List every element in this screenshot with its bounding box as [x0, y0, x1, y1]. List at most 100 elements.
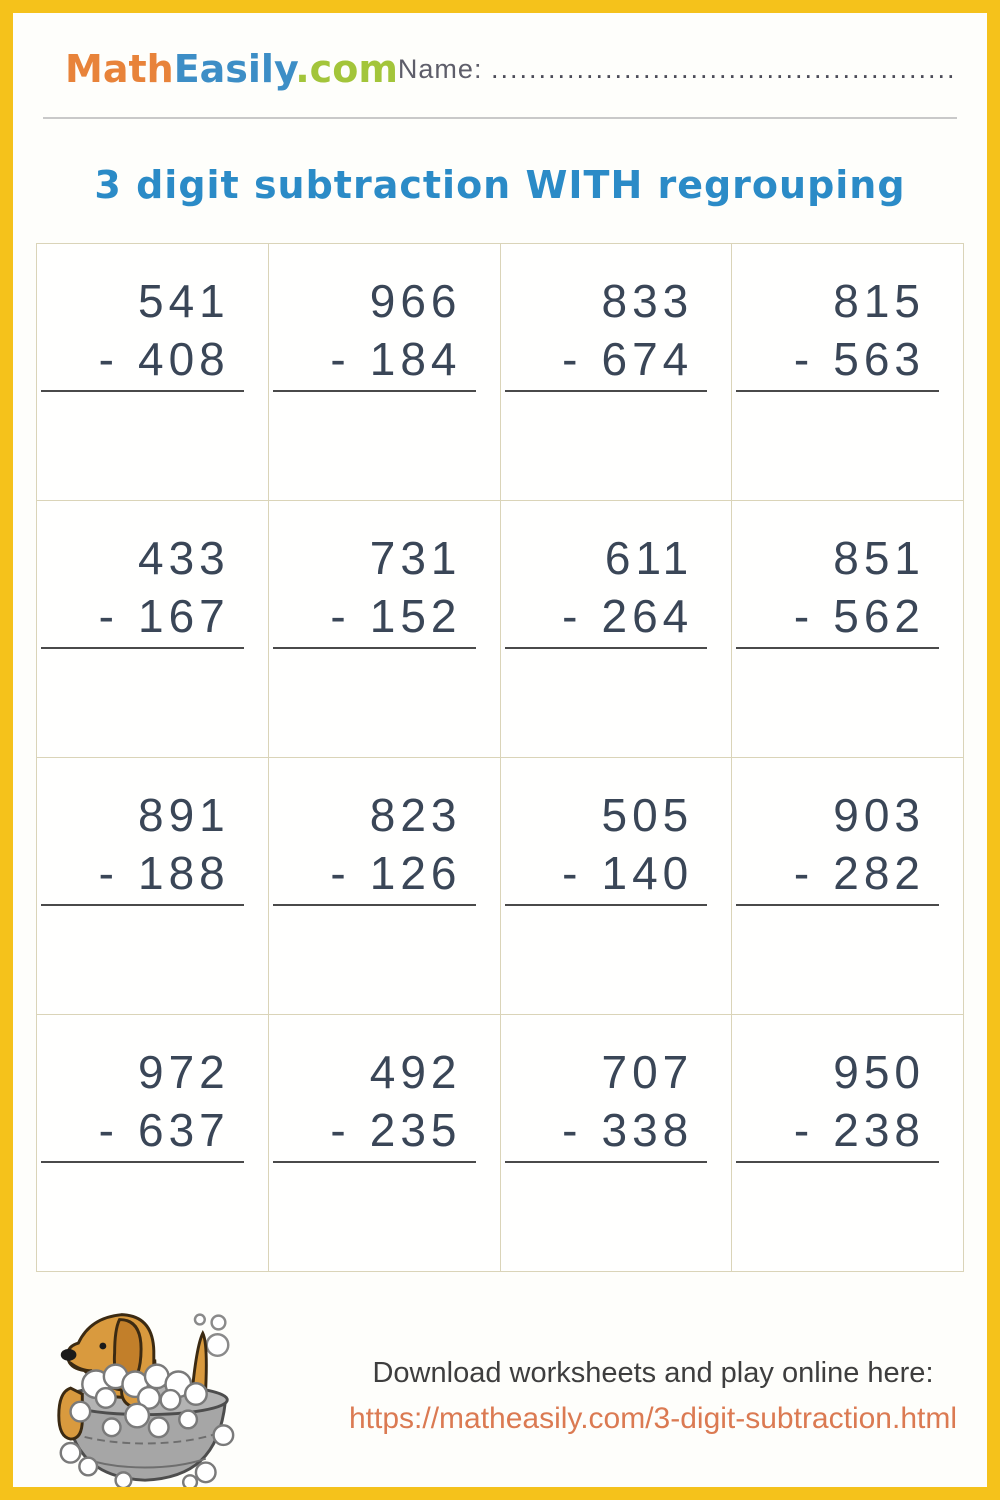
- subtrahend: 126: [369, 847, 462, 899]
- answer-blank-line[interactable]: [504, 904, 708, 906]
- minuend: 833: [601, 275, 694, 327]
- subtrahend-row: - 674: [501, 330, 732, 388]
- logo-part-com: .com: [295, 47, 398, 91]
- minuend: 815: [833, 275, 925, 327]
- dog-bath-illustration: [57, 1313, 235, 1487]
- subtrahend: 282: [833, 847, 925, 899]
- minuend: 707: [601, 1046, 694, 1098]
- problem-cell: 815 - 563: [732, 244, 964, 501]
- subtrahend: 563: [833, 333, 925, 385]
- problem-cell: 731 - 152: [268, 501, 501, 758]
- minus-operator: -: [98, 333, 114, 385]
- minuend: 492: [369, 1046, 462, 1098]
- subtrahend-row: - 338: [501, 1101, 732, 1159]
- answer-blank-line[interactable]: [736, 1161, 939, 1163]
- answer-blank-line[interactable]: [504, 1161, 708, 1163]
- subtrahend-row: - 563: [732, 330, 963, 388]
- subtrahend-row: - 264: [501, 587, 732, 645]
- minuend: 950: [833, 1046, 925, 1098]
- header: MathEasily.com Name: ...................…: [13, 13, 987, 103]
- minuend: 966: [369, 275, 462, 327]
- minuend: 433: [138, 532, 230, 584]
- problem-cell: 833 - 674: [500, 244, 733, 501]
- subtrahend: 562: [833, 590, 925, 642]
- minus-operator: -: [330, 1104, 346, 1156]
- minus-operator: -: [562, 1104, 578, 1156]
- minus-operator: -: [562, 333, 578, 385]
- answer-blank-line[interactable]: [736, 390, 939, 392]
- minuend: 891: [138, 789, 230, 841]
- minus-operator: -: [98, 1104, 114, 1156]
- page-title: 3 digit subtraction WITH regrouping: [94, 163, 906, 207]
- subtrahend-row: - 184: [269, 330, 500, 388]
- minus-operator: -: [562, 590, 578, 642]
- subtrahend: 140: [601, 847, 694, 899]
- answer-blank-line[interactable]: [504, 647, 708, 649]
- subtrahend: 167: [138, 590, 230, 642]
- problem-cell: 433 - 167: [37, 501, 269, 758]
- minus-operator: -: [793, 847, 810, 899]
- worksheet-url-link[interactable]: https://matheasily.com/3-digit-subtracti…: [348, 1402, 957, 1435]
- subtrahend-row: - 235: [269, 1101, 500, 1159]
- subtrahend: 238: [833, 1104, 925, 1156]
- minus-operator: -: [793, 333, 810, 385]
- answer-blank-line[interactable]: [41, 390, 244, 392]
- subtrahend: 408: [138, 333, 230, 385]
- subtrahend: 674: [601, 333, 694, 385]
- minus-operator: -: [562, 847, 578, 899]
- problem-cell: 823 - 126: [268, 758, 501, 1015]
- answer-blank-line[interactable]: [272, 904, 476, 906]
- logo-part-math: Math: [65, 47, 174, 91]
- name-label: Name:: [397, 53, 483, 84]
- answer-blank-line[interactable]: [41, 1161, 244, 1163]
- problem-cell: 492 - 235: [268, 1015, 501, 1272]
- footer-caption: Download worksheets and play online here…: [372, 1357, 934, 1389]
- minus-operator: -: [793, 1104, 810, 1156]
- minuend: 731: [369, 532, 462, 584]
- problem-cell: 966 - 184: [268, 244, 501, 501]
- problem-cell: 891 - 188: [37, 758, 269, 1015]
- answer-blank-line[interactable]: [272, 647, 476, 649]
- problem-cell: 972 - 637: [37, 1015, 269, 1272]
- problems-grid: 541 - 408 966 - 184 833 - 674 81: [36, 243, 964, 1272]
- minus-operator: -: [98, 847, 114, 899]
- name-field: Name: ..................................…: [398, 54, 957, 85]
- problem-cell: 505 - 140: [500, 758, 733, 1015]
- minus-operator: -: [330, 590, 346, 642]
- answer-blank-line[interactable]: [736, 904, 939, 906]
- problem-cell: 541 - 408: [37, 244, 269, 501]
- answer-blank-line[interactable]: [272, 390, 476, 392]
- minuend: 505: [601, 789, 694, 841]
- problem-cell: 707 - 338: [500, 1015, 733, 1272]
- answer-blank-line[interactable]: [41, 647, 244, 649]
- answer-blank-line[interactable]: [504, 390, 708, 392]
- answer-blank-line[interactable]: [736, 647, 939, 649]
- subtrahend: 264: [601, 590, 694, 642]
- subtrahend-row: - 126: [269, 844, 500, 902]
- minuend: 541: [138, 275, 230, 327]
- problem-cell: 611 - 264: [500, 501, 733, 758]
- problem-cell: 903 - 282: [732, 758, 964, 1015]
- minuend: 903: [833, 789, 925, 841]
- answer-blank-line[interactable]: [272, 1161, 476, 1163]
- minuend: 972: [138, 1046, 230, 1098]
- name-blank-line[interactable]: ........................................…: [490, 53, 957, 84]
- answer-blank-line[interactable]: [41, 904, 244, 906]
- subtrahend: 637: [138, 1104, 230, 1156]
- dog-in-bathtub-image: [39, 1298, 251, 1487]
- subtrahend-row: - 238: [732, 1101, 963, 1159]
- minuend: 823: [369, 789, 462, 841]
- problem-cell: 950 - 238: [732, 1015, 964, 1272]
- subtrahend-row: - 188: [37, 844, 268, 902]
- subtrahend-row: - 408: [37, 330, 268, 388]
- minus-operator: -: [330, 333, 346, 385]
- header-divider: [43, 117, 957, 119]
- footer: Download worksheets and play online here…: [13, 1298, 987, 1487]
- subtrahend-row: - 637: [37, 1101, 268, 1159]
- subtrahend-row: - 152: [269, 587, 500, 645]
- subtrahend: 152: [369, 590, 462, 642]
- footer-text: Download worksheets and play online here…: [251, 1357, 987, 1436]
- subtrahend: 188: [138, 847, 230, 899]
- subtrahend-row: - 167: [37, 587, 268, 645]
